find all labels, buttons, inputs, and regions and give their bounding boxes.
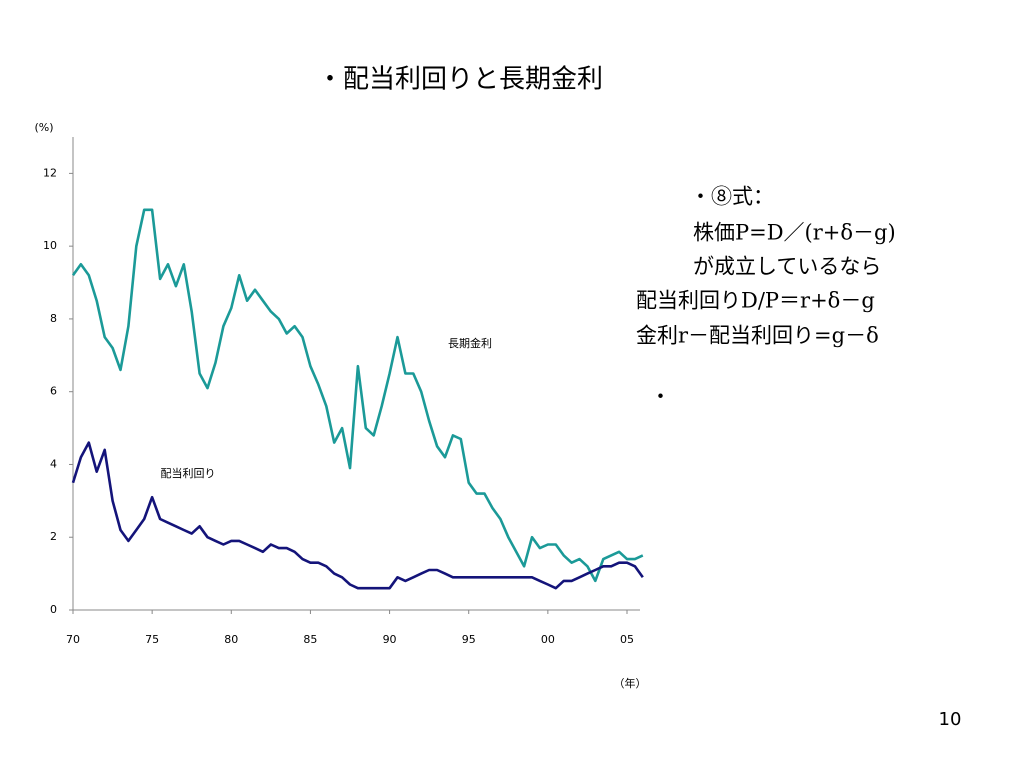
x-tick-label: 95 (462, 633, 476, 646)
x-tick-label: 00 (541, 633, 555, 646)
series-line (71, 441, 644, 590)
chart-title: ・配当利回りと長期金利 (317, 65, 603, 95)
x-axis-label: （年） (614, 676, 647, 690)
side-text: 株価P=D／(r+δ－g) (693, 221, 896, 245)
y-tick-label: 0 (50, 603, 57, 616)
y-axis-label: (%) (34, 121, 53, 134)
series-label: 配当利回り (161, 466, 216, 480)
y-tick-label: 12 (43, 166, 57, 179)
x-tick-label: 05 (620, 633, 634, 646)
y-tick-label: 4 (50, 457, 57, 470)
y-tick-label: 2 (50, 530, 57, 543)
x-tick-label: 75 (145, 633, 159, 646)
x-tick-label: 80 (224, 633, 238, 646)
x-tick-label: 85 (303, 633, 317, 646)
x-tick-label: 90 (383, 633, 397, 646)
page-number: 10 (939, 709, 962, 730)
side-text: 金利r－配当利回り=g－δ (636, 324, 879, 348)
series-line (71, 208, 644, 583)
x-tick-label: 70 (66, 633, 80, 646)
side-text: 配当利回りD/P＝r+δ－g (636, 289, 875, 313)
side-text: ・⑧式： (690, 185, 774, 209)
y-tick-label: 6 (50, 385, 57, 398)
y-tick-label: 10 (43, 239, 57, 252)
side-text: が成立しているなら (693, 255, 881, 279)
series-label: 長期金利 (448, 336, 492, 350)
y-tick-label: 8 (50, 312, 57, 325)
side-text: ・ (650, 385, 671, 409)
